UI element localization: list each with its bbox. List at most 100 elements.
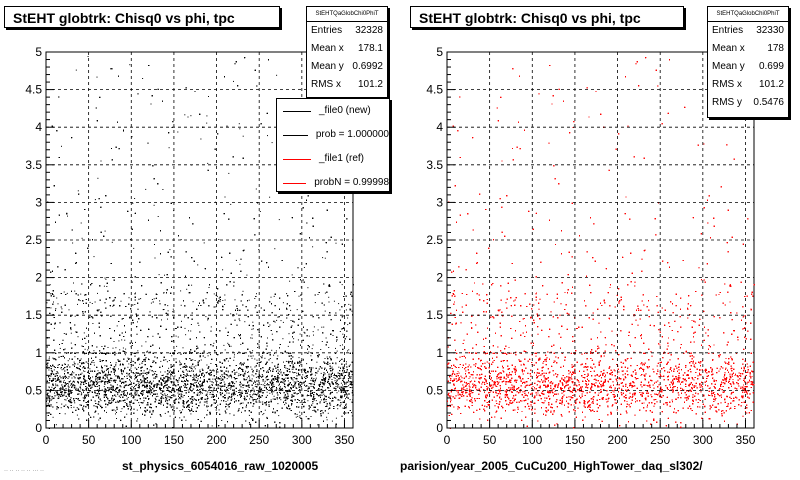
data-point xyxy=(81,345,83,347)
data-point xyxy=(262,380,264,382)
data-point xyxy=(129,239,131,240)
data-point xyxy=(64,399,66,401)
data-point xyxy=(52,357,54,359)
data-point xyxy=(219,387,221,389)
data-point xyxy=(117,352,119,354)
data-point xyxy=(335,363,337,365)
data-point xyxy=(132,372,134,374)
data-point xyxy=(308,335,310,337)
data-point xyxy=(127,357,129,359)
data-point xyxy=(77,399,79,400)
data-point xyxy=(167,373,169,375)
data-point xyxy=(165,399,167,401)
data-point xyxy=(48,369,50,371)
data-point xyxy=(315,379,317,381)
data-point xyxy=(284,404,286,406)
data-point xyxy=(285,377,287,379)
data-point xyxy=(51,386,53,388)
data-point xyxy=(209,374,211,376)
data-point xyxy=(188,330,189,332)
data-point xyxy=(240,383,242,385)
data-point xyxy=(129,369,131,370)
data-point xyxy=(158,274,160,276)
data-point xyxy=(230,387,232,389)
data-point xyxy=(191,396,193,398)
data-point xyxy=(250,391,251,393)
data-point xyxy=(226,408,228,410)
data-point xyxy=(347,324,349,326)
data-point xyxy=(328,296,330,298)
data-point xyxy=(139,404,140,406)
data-point xyxy=(324,373,326,375)
data-point xyxy=(204,356,206,358)
data-point xyxy=(228,375,230,377)
data-point xyxy=(273,395,275,397)
data-point xyxy=(203,242,205,244)
data-point xyxy=(127,374,129,376)
data-point xyxy=(133,247,135,249)
data-point xyxy=(233,359,235,361)
data-point xyxy=(137,379,138,381)
data-point xyxy=(296,413,298,415)
data-point xyxy=(222,375,224,377)
data-point xyxy=(199,352,201,354)
data-point xyxy=(113,341,115,342)
data-point xyxy=(164,394,166,396)
data-point xyxy=(285,360,287,362)
data-point xyxy=(298,381,299,382)
data-point xyxy=(338,383,340,385)
data-point xyxy=(252,328,254,330)
data-point xyxy=(336,381,338,383)
data-point xyxy=(83,374,85,376)
data-point xyxy=(277,355,279,357)
data-point xyxy=(138,385,140,386)
data-point xyxy=(165,359,167,361)
data-point xyxy=(342,407,344,409)
data-point xyxy=(207,405,209,407)
data-point xyxy=(287,368,289,370)
data-point xyxy=(87,360,89,362)
data-point xyxy=(201,368,203,370)
data-point xyxy=(75,331,77,333)
data-point xyxy=(130,380,131,382)
data-point xyxy=(128,297,130,299)
data-point xyxy=(278,384,280,386)
data-point xyxy=(314,392,316,393)
data-point xyxy=(191,368,193,370)
data-point xyxy=(293,381,295,383)
data-point xyxy=(163,378,165,380)
data-point xyxy=(252,394,254,396)
data-point xyxy=(212,382,214,384)
data-point xyxy=(63,379,65,381)
data-point xyxy=(251,374,253,376)
data-point xyxy=(48,387,50,389)
data-point xyxy=(125,348,127,350)
data-point xyxy=(50,405,52,407)
data-point xyxy=(171,355,173,357)
data-point xyxy=(56,402,58,404)
data-point xyxy=(192,359,194,361)
data-point xyxy=(175,358,177,360)
data-point xyxy=(199,402,201,404)
data-point xyxy=(81,372,83,374)
data-point xyxy=(350,377,352,379)
data-point xyxy=(162,374,164,376)
data-point xyxy=(126,404,128,406)
data-point xyxy=(328,387,330,389)
data-point xyxy=(164,371,166,373)
data-point xyxy=(325,399,327,401)
data-point xyxy=(233,391,235,393)
data-point xyxy=(159,384,161,386)
data-point xyxy=(169,387,171,388)
data-point xyxy=(170,407,172,409)
data-point xyxy=(179,360,181,362)
data-point xyxy=(310,385,312,387)
data-point xyxy=(227,360,229,362)
data-point xyxy=(129,402,131,404)
data-point xyxy=(342,372,344,374)
data-point xyxy=(49,293,51,295)
data-point xyxy=(311,367,312,369)
data-point xyxy=(297,393,299,394)
data-point xyxy=(94,301,96,303)
data-point xyxy=(175,335,177,337)
